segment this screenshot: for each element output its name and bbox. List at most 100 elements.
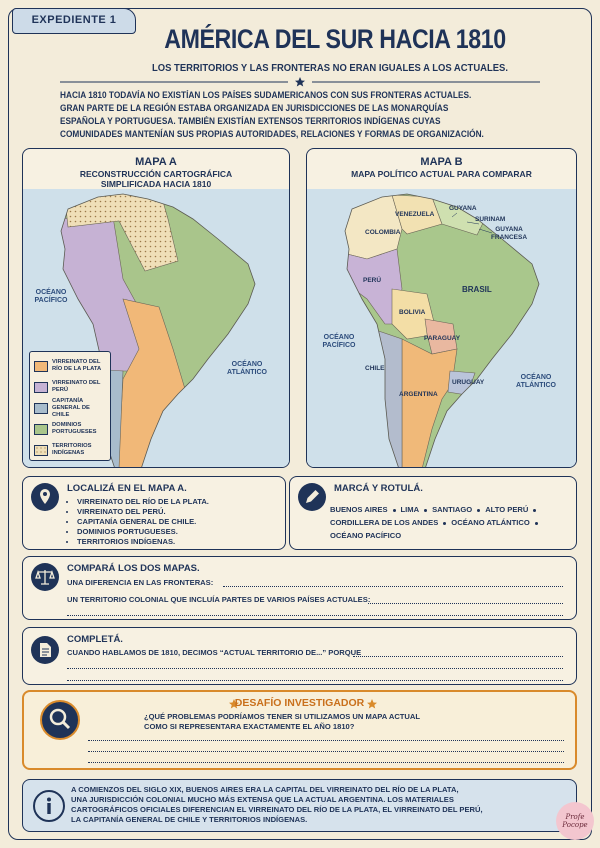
answer-line <box>67 668 563 669</box>
legend-label: VIRREINATO DEL PERÚ <box>52 380 101 393</box>
locate-box: LOCALIZÁ EN EL MAPA A. VIRREINATO DEL RÍ… <box>22 476 286 550</box>
answer-line <box>353 656 563 657</box>
map-subtitle: MAPA POLÍTICO ACTUAL PARA COMPARAR <box>351 169 532 179</box>
challenge-box: DESAFÍO INVESTIGADOR ¿QUÉ PROBLEMAS PODR… <box>22 690 577 770</box>
map-b: MAPA B MAPA POLÍTICO ACTUAL PARA COMPARA… <box>306 148 577 468</box>
magnifier-icon <box>40 700 80 740</box>
map-label: GUYANA FRANCESA <box>490 226 528 241</box>
ocean-label: OCÉANO PACÍFICO <box>34 289 68 304</box>
mark-item: ALTO PERÚ <box>485 505 529 514</box>
map-label: ARGENTINA <box>399 391 438 398</box>
title: AMÉRICA DEL SUR HACIA 1810 <box>164 24 506 54</box>
ocean-label: OCÉANO PACÍFICO <box>322 334 356 349</box>
prompt: UNA DIFERENCIA EN LAS FRONTERAS: <box>67 578 214 587</box>
compare-box: COMPARÁ LOS DOS MAPAS. UNA DIFERENCIA EN… <box>22 556 577 620</box>
mark-item: OCÉANO ATLÁNTICO <box>451 518 530 527</box>
intro: HACIA 1810 TODAVÍA NO EXISTÍAN LOS PAÍSE… <box>60 89 560 141</box>
info-line: UNA JURISDICCIÓN COLONIAL MUCHO MÁS EXTE… <box>71 795 454 804</box>
map-label: PARAGUAY <box>424 335 461 342</box>
legend-swatch <box>34 381 48 393</box>
map-b-drawing <box>307 189 576 467</box>
activity-title: MARCÁ Y ROTULÁ. <box>334 483 423 494</box>
prompt: CUANDO HABLAMOS DE 1810, DECIMOS “ACTUAL… <box>67 648 362 657</box>
mark-row: OCÉANO PACÍFICO <box>330 529 543 542</box>
legend-swatch <box>34 402 48 414</box>
legend-label: TERRITORIOS INDÍGENAS <box>52 443 92 456</box>
document-icon <box>31 636 59 664</box>
mark-row: CORDILLERA DE LOS ANDES OCÉANO ATLÁNTICO <box>330 516 543 529</box>
map-label: SURINAM <box>475 216 506 223</box>
separator-dot <box>392 508 396 512</box>
locate-list: VIRREINATO DEL RÍO DE LA PLATA.VIRREINAT… <box>65 497 209 547</box>
info-text: A COMIENZOS DEL SIGLO XIX, BUENOS AIRES … <box>71 785 483 825</box>
legend: VIRREINATO DEL RÍO DE LA PLATA VIRREINATO… <box>29 351 111 461</box>
question: COMO SI REPRESENTARA EXACTAMENTE EL AÑO … <box>144 722 355 731</box>
legend-swatch <box>34 360 48 372</box>
legend-label: VIRREINATO DEL RÍO DE LA PLATA <box>52 359 102 372</box>
map-title: MAPA A <box>135 156 177 168</box>
scale-icon <box>31 563 59 591</box>
mark-item: SANTIAGO <box>432 505 473 514</box>
separator-dot <box>533 508 537 512</box>
answer-line <box>88 751 564 752</box>
map-subtitle: SIMPLIFICADA HACIA 1810 <box>100 179 212 189</box>
badge: EXPEDIENTE 1 <box>12 8 136 34</box>
intro-line: HACIA 1810 TODAVÍA NO EXISTÍAN LOS PAÍSE… <box>60 90 472 100</box>
prompt: UN TERRITORIO COLONIAL QUE INCLUÍA PARTE… <box>67 595 371 604</box>
answer-line <box>67 680 563 681</box>
answer-line <box>88 762 564 763</box>
map-label: URUGUAY <box>452 379 485 386</box>
mark-item: BUENOS AIRES <box>330 505 388 514</box>
complete-box: COMPLETÁ. CUANDO HABLAMOS DE 1810, DECIM… <box>22 627 577 685</box>
legend-swatch <box>34 423 48 435</box>
logo: Profe Pocope <box>556 802 594 840</box>
map-label: VENEZUELA <box>395 211 435 218</box>
legend-item: TERRITORIOS INDÍGENAS <box>34 441 106 459</box>
stars <box>229 699 377 709</box>
mark-item: CORDILLERA DE LOS ANDES <box>330 518 439 527</box>
answer-line <box>223 586 563 587</box>
legend-item: VIRREINATO DEL PERÚ <box>34 378 106 396</box>
intro-line: GRAN PARTE DE LA REGIÓN ESTABA ORGANIZAD… <box>60 103 449 113</box>
legend-item: DOMINIOS PORTUGUESES <box>34 420 106 438</box>
activity-title: COMPARÁ LOS DOS MAPAS. <box>67 563 200 574</box>
map-title: MAPA B <box>420 156 463 168</box>
intro-line: ESPAÑOLA Y PORTUGUESA. TAMBIÉN EXISTÍAN … <box>60 116 441 126</box>
pin-icon <box>31 483 59 511</box>
info-box: A COMIENZOS DEL SIGLO XIX, BUENOS AIRES … <box>22 779 577 832</box>
mark-box: MARCÁ Y ROTULÁ. BUENOS AIRES LIMA SANTIAGO… <box>289 476 577 550</box>
mark-item: LIMA <box>400 505 420 514</box>
info-icon <box>33 790 65 822</box>
mark-list: BUENOS AIRES LIMA SANTIAGO ALTO PERÚ CORDILL… <box>330 503 543 542</box>
mark-item: OCÉANO PACÍFICO <box>330 531 402 540</box>
map-label: BRASIL <box>462 285 492 294</box>
list-item: TERRITORIOS INDÍGENAS. <box>77 537 209 547</box>
info-line: A COMIENZOS DEL SIGLO XIX, BUENOS AIRES … <box>71 785 459 794</box>
map-a-heading: MAPA A RECONSTRUCCIÓN CARTOGRÁFICA SIMPL… <box>23 149 289 189</box>
activity-title: LOCALIZÁ EN EL MAPA A. <box>67 483 187 494</box>
ocean-label: OCÉANO ATLÁNTICO <box>516 374 556 389</box>
info-line: CARTOGRÁFICOS OFICIALES DIFERENCIAN EL V… <box>71 805 483 814</box>
map-label: GUYANA <box>449 205 477 212</box>
list-item: VIRREINATO DEL RÍO DE LA PLATA. <box>77 497 209 507</box>
info-line: LA CAPITANÍA GENERAL DE CHILE Y TERRITOR… <box>71 815 308 824</box>
separator-dot <box>424 508 428 512</box>
map-subtitle: RECONSTRUCCIÓN CARTOGRÁFICA <box>79 169 233 179</box>
pencil-icon <box>298 483 326 511</box>
map-b-heading: MAPA B MAPA POLÍTICO ACTUAL PARA COMPARA… <box>307 149 576 179</box>
ocean-label: OCÉANO ATLÁNTICO <box>227 361 267 376</box>
legend-item: CAPITANÍA GENERAL DE CHILE <box>34 397 106 418</box>
map-label: COLOMBIA <box>365 229 401 236</box>
subtitle: LOS TERRITORIOS Y LAS FRONTERAS NO ERAN … <box>152 62 508 74</box>
answer-line <box>67 615 563 616</box>
separator-dot <box>534 521 538 525</box>
separator-dot <box>443 521 447 525</box>
list-item: VIRREINATO DEL PERÚ. <box>77 507 209 517</box>
legend-label: CAPITANÍA GENERAL DE CHILE <box>52 397 90 418</box>
separator-dot <box>477 508 481 512</box>
separator <box>60 77 540 87</box>
question: ¿QUÉ PROBLEMAS PODRÍAMOS TENER SI UTILIZ… <box>144 712 421 721</box>
list-item: DOMINIOS PORTUGUESES. <box>77 527 209 537</box>
mark-row: BUENOS AIRES LIMA SANTIAGO ALTO PERÚ <box>330 503 543 516</box>
